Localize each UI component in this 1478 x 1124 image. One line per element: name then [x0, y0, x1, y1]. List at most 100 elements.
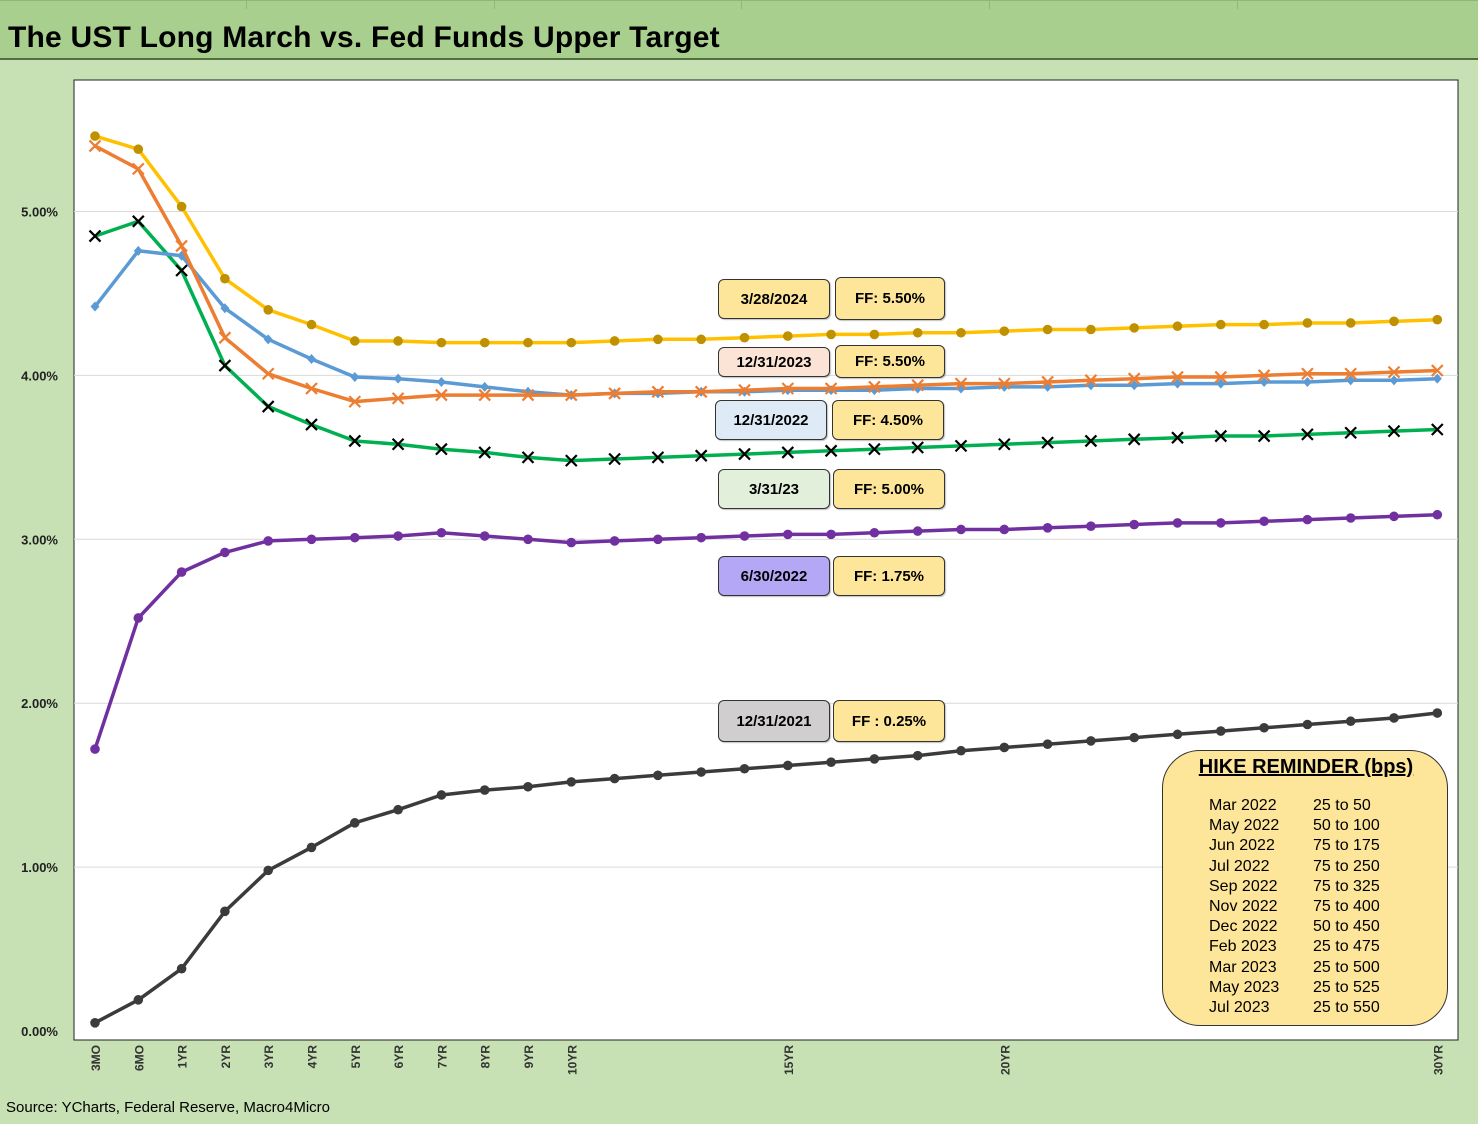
data-point [999, 742, 1010, 753]
label-date-2021-12: 12/31/2021 [718, 700, 830, 742]
data-point [1259, 319, 1269, 330]
data-point [1344, 426, 1357, 440]
data-point [739, 531, 750, 541]
x-tick-label: 2YR [219, 1045, 233, 1069]
data-point [565, 388, 578, 402]
hike-amount: 50 to 100 [1313, 817, 1380, 835]
y-tick-label: 5.00% [21, 205, 58, 220]
data-point [1084, 374, 1098, 387]
data-point [1302, 318, 1313, 328]
chart-title: The UST Long March vs. Fed Funds Upper T… [8, 21, 720, 54]
data-point [911, 441, 924, 454]
data-point [350, 336, 360, 346]
data-point [263, 536, 274, 546]
data-point [1387, 365, 1401, 379]
data-point [1127, 372, 1141, 385]
data-point [1431, 364, 1444, 377]
data-point [88, 229, 102, 243]
data-point [1172, 729, 1183, 740]
data-point [176, 567, 187, 577]
data-point [133, 995, 144, 1005]
data-point [1345, 318, 1356, 328]
x-tick-label: 30YR [1431, 1045, 1445, 1075]
data-point [348, 434, 362, 448]
data-point [348, 395, 362, 408]
data-point [478, 388, 491, 402]
series-line [94, 144, 1438, 404]
data-point [694, 449, 708, 462]
label-date-2024-03: 3/28/2024 [718, 279, 830, 319]
data-point [1432, 509, 1443, 520]
data-point [521, 388, 535, 402]
data-point [175, 264, 188, 277]
data-point [608, 387, 621, 400]
x-tick-label: 7YR [435, 1045, 449, 1069]
series-5 [90, 131, 1443, 348]
data-point [696, 532, 706, 543]
data-point [1086, 324, 1096, 335]
data-point [1084, 434, 1098, 448]
series-1 [90, 509, 1443, 754]
data-point [738, 383, 751, 397]
x-tick-label: 4YR [306, 1045, 320, 1069]
data-point [1301, 428, 1314, 441]
data-point [523, 534, 533, 545]
hike-amount: 75 to 400 [1313, 898, 1380, 915]
data-point [306, 319, 317, 330]
data-point [609, 773, 620, 784]
data-point [90, 1018, 100, 1028]
data-point [1259, 722, 1269, 733]
data-point [521, 451, 535, 464]
data-point [220, 303, 230, 314]
hike-amount: 50 to 450 [1313, 918, 1380, 936]
data-point [436, 527, 447, 538]
data-point [220, 906, 230, 917]
data-point [1302, 514, 1313, 525]
data-point [307, 354, 316, 365]
data-point [436, 337, 447, 348]
data-point [1129, 732, 1139, 743]
data-point [1389, 713, 1399, 723]
data-point [739, 332, 750, 343]
data-point [1214, 429, 1228, 443]
x-tick-label: 8YR [479, 1045, 493, 1069]
series-line [94, 711, 1438, 1025]
data-point [1302, 719, 1313, 730]
data-point [739, 763, 750, 774]
x-tick-label: 10YR [565, 1045, 579, 1075]
data-point [1041, 436, 1054, 449]
source-note: Source: YCharts, Federal Reserve, Macro4… [6, 1099, 331, 1116]
data-point [1214, 370, 1228, 384]
data-point [90, 301, 100, 312]
spreadsheet-column-lines [0, 1, 1478, 9]
series-0 [90, 708, 1443, 1028]
data-point [869, 329, 880, 340]
data-point [565, 454, 578, 467]
data-point [868, 380, 881, 394]
data-point [783, 760, 793, 771]
data-point [1216, 518, 1226, 528]
data-point [651, 451, 665, 464]
label-date-2022-06: 6/30/2022 [718, 556, 830, 596]
hike-amount: 25 to 525 [1313, 978, 1380, 996]
x-tick-label: 6MO [132, 1045, 146, 1071]
data-point [1216, 378, 1226, 389]
hike-month: May 2022 [1209, 817, 1280, 835]
data-point [956, 524, 966, 535]
data-point [1086, 521, 1096, 531]
hike-reminder-title: HIKE REMINDER (bps) [1198, 756, 1414, 778]
x-tick-label: 15YR [782, 1045, 796, 1075]
y-tick-label: 0.00% [21, 1024, 58, 1039]
x-tick-label: 6YR [392, 1045, 406, 1069]
data-point [783, 331, 793, 341]
x-tick-label: 9YR [522, 1045, 536, 1069]
data-point [1345, 513, 1356, 523]
data-point [393, 804, 403, 815]
data-point [653, 770, 663, 781]
data-point [653, 534, 663, 545]
hike-amount: 25 to 500 [1313, 958, 1380, 976]
series-4 [88, 139, 1444, 408]
series-line [93, 512, 1438, 750]
data-point [1216, 319, 1226, 330]
data-point [90, 744, 100, 754]
